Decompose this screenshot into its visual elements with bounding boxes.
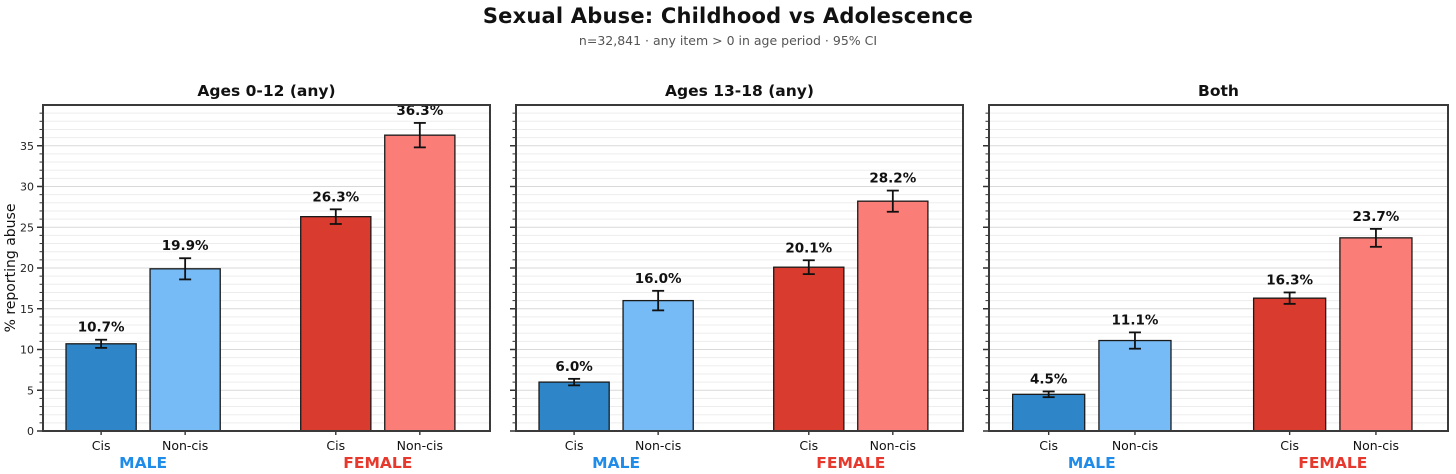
group-label-female: FEMALE [343, 454, 412, 472]
x-tick-label: Cis [92, 438, 111, 453]
x-tick-label: Cis [326, 438, 345, 453]
chart-title: Sexual Abuse: Childhood vs Adolescence [482, 4, 974, 28]
group-label-male: MALE [119, 454, 167, 472]
x-tick-label: Non-cis [870, 438, 916, 453]
bar-cis-male [538, 381, 610, 432]
group-label-female: FEMALE [1298, 454, 1367, 472]
bar-cis-female [773, 266, 845, 432]
x-tick-label: Cis [1280, 438, 1299, 453]
bar-value-label: 16.0% [635, 271, 682, 287]
group-label-female: FEMALE [816, 454, 885, 472]
x-tick-label: Cis [1039, 438, 1058, 453]
panel-title: Ages 0-12 (any) [197, 82, 335, 100]
bar-value-label: 23.7% [1353, 209, 1400, 225]
bar-value-label: 19.9% [162, 238, 209, 254]
plot-border [42, 104, 491, 432]
plot-border [515, 104, 964, 432]
bar-cis-female [300, 216, 372, 432]
y-tick-label: 35 [20, 140, 34, 153]
bar-value-label: 4.5% [1030, 371, 1068, 387]
x-tick-label: Non-cis [397, 438, 443, 453]
bar-non-cis-male [149, 268, 221, 432]
x-tick-label: Non-cis [1112, 438, 1158, 453]
y-tick-label: 15 [20, 303, 34, 316]
bar-value-label: 16.3% [1266, 272, 1313, 288]
x-tick-label: Non-cis [162, 438, 208, 453]
x-tick-label: Non-cis [635, 438, 681, 453]
bar-non-cis-male [1098, 339, 1172, 432]
bar-value-label: 26.3% [312, 189, 359, 205]
bar-non-cis-female [857, 200, 929, 432]
bar-value-label: 6.0% [555, 359, 593, 375]
x-tick-label: Cis [565, 438, 584, 453]
group-label-male: MALE [592, 454, 640, 472]
x-tick-label: Non-cis [1353, 438, 1399, 453]
panel-title: Ages 13-18 (any) [665, 82, 814, 100]
bar-non-cis-female [384, 134, 456, 432]
bar-cis-male [1011, 393, 1086, 432]
y-tick-label: 0 [27, 425, 34, 438]
bar-value-label: 11.1% [1112, 312, 1159, 328]
y-tick-label: 20 [20, 262, 34, 275]
bar-value-label: 28.2% [869, 171, 916, 187]
bar-cis-male [65, 343, 137, 432]
chart-subtitle: n=32,841 · any item > 0 in age period · … [578, 33, 878, 48]
bar-cis-female [1252, 297, 1327, 432]
y-axis-label: % reporting abuse [3, 204, 19, 333]
bar-non-cis-female [1339, 237, 1413, 432]
y-tick-label: 10 [20, 344, 34, 357]
panel-title: Both [1198, 82, 1239, 100]
y-tick-label: 30 [20, 181, 34, 194]
group-label-male: MALE [1068, 454, 1116, 472]
bar-value-label: 10.7% [78, 320, 125, 336]
bar-value-label: 20.1% [785, 240, 832, 256]
y-tick-label: 25 [20, 221, 34, 234]
plot-border [988, 104, 1449, 432]
bar-value-label: 36.3% [396, 103, 443, 119]
y-tick-label: 5 [27, 384, 34, 397]
x-tick-label: Cis [799, 438, 818, 453]
bar-non-cis-male [622, 299, 694, 432]
